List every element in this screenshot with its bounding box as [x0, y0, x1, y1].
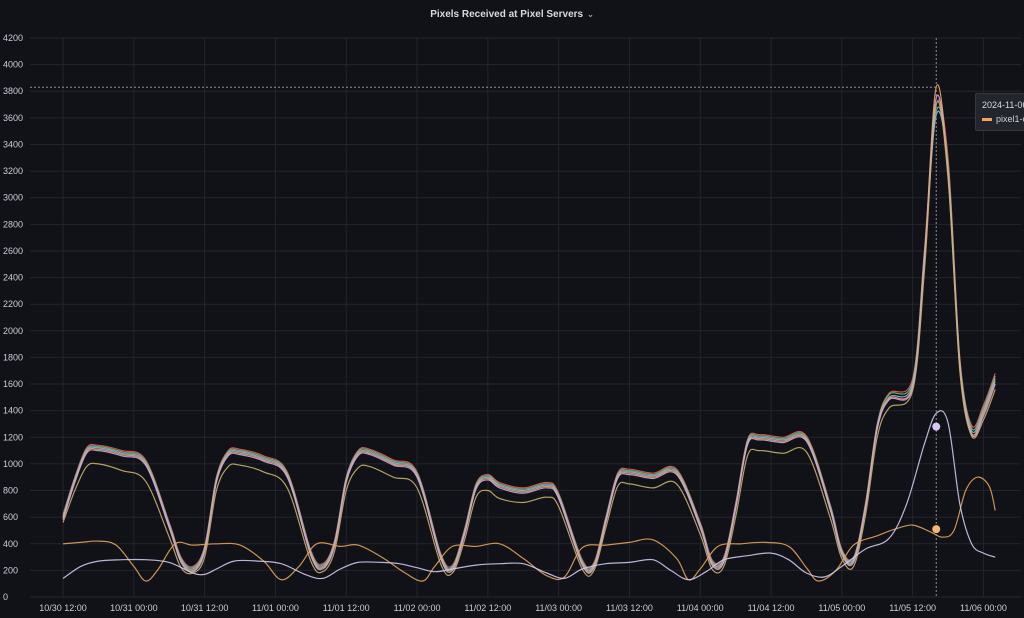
series-swatch-icon [982, 118, 992, 122]
y-tick-label: 2200 [3, 299, 23, 309]
x-tick-label: 11/05 00:00 [818, 603, 865, 613]
series-line [62, 410, 996, 581]
y-tick-label: 2600 [3, 246, 23, 256]
y-tick-label: 1400 [3, 406, 23, 416]
y-tick-label: 2800 [3, 219, 23, 229]
y-axis: 0 200 400 600 800 1000 1200 1400 1600 1800 2000 220… [3, 33, 23, 602]
chevron-down-icon[interactable]: ⌄ [587, 10, 594, 19]
y-tick-label: 4200 [3, 33, 23, 43]
y-tick-label: 2000 [3, 326, 23, 336]
y-tick-label: 200 [3, 565, 18, 575]
hover-point-marker [932, 525, 941, 534]
x-axis: 10/30 12:00 10/31 00:00 10/31 12:00 11/01 0… [39, 603, 1007, 613]
y-tick-label: 2400 [3, 273, 23, 283]
y-tick-label: 400 [3, 539, 18, 549]
y-tick-label: 1000 [3, 459, 23, 469]
x-tick-label: 11/05 12:00 [889, 603, 936, 613]
y-tick-label: 0 [3, 592, 8, 602]
panel-title-text: Pixels Received at Pixel Servers [430, 9, 584, 20]
tooltip-series-row: pixel1-c [982, 114, 1024, 124]
y-tick-label: 1600 [3, 379, 23, 389]
x-tick-label: 11/01 12:00 [323, 603, 370, 613]
series-line [62, 106, 996, 570]
x-tick-label: 11/03 12:00 [606, 603, 653, 613]
x-tick-label: 10/31 12:00 [181, 603, 229, 613]
x-tick-label: 11/04 12:00 [748, 603, 795, 613]
series-line [62, 99, 996, 569]
hover-point-marker [932, 422, 941, 431]
chart-grid [30, 37, 1021, 598]
y-tick-label: 800 [3, 486, 18, 496]
y-tick-label: 3800 [3, 86, 23, 96]
x-tick-label: 10/30 12:00 [39, 603, 87, 613]
y-tick-label: 3200 [3, 166, 23, 176]
x-tick-label: 11/01 00:00 [252, 603, 299, 613]
series-lines [62, 84, 996, 582]
hover-tooltip: 2024-11-06 pixel1-c [975, 93, 1024, 131]
y-tick-label: 4000 [3, 60, 23, 70]
y-tick-label: 1200 [3, 432, 23, 442]
x-tick-label: 11/06 00:00 [960, 603, 1007, 613]
y-tick-label: 3400 [3, 139, 23, 149]
series-line [62, 101, 996, 577]
y-tick-label: 3000 [3, 193, 23, 203]
tooltip-time: 2024-11-06 [982, 100, 1024, 110]
tooltip-series-label: pixel1-c [996, 114, 1024, 124]
series-line [62, 94, 996, 574]
x-tick-label: 11/02 12:00 [464, 603, 511, 613]
y-tick-label: 600 [3, 512, 18, 522]
x-tick-label: 10/31 00:00 [110, 603, 158, 613]
y-tick-label: 1800 [3, 352, 23, 362]
x-tick-label: 11/03 00:00 [535, 603, 582, 613]
series-line [62, 84, 996, 573]
x-tick-label: 11/02 00:00 [394, 603, 441, 613]
y-tick-label: 3600 [3, 113, 23, 123]
panel-title[interactable]: Pixels Received at Pixel Servers ⌄ [0, 9, 1024, 20]
crosshair [30, 38, 941, 597]
x-tick-label: 11/04 00:00 [677, 603, 724, 613]
series-line [62, 476, 996, 582]
